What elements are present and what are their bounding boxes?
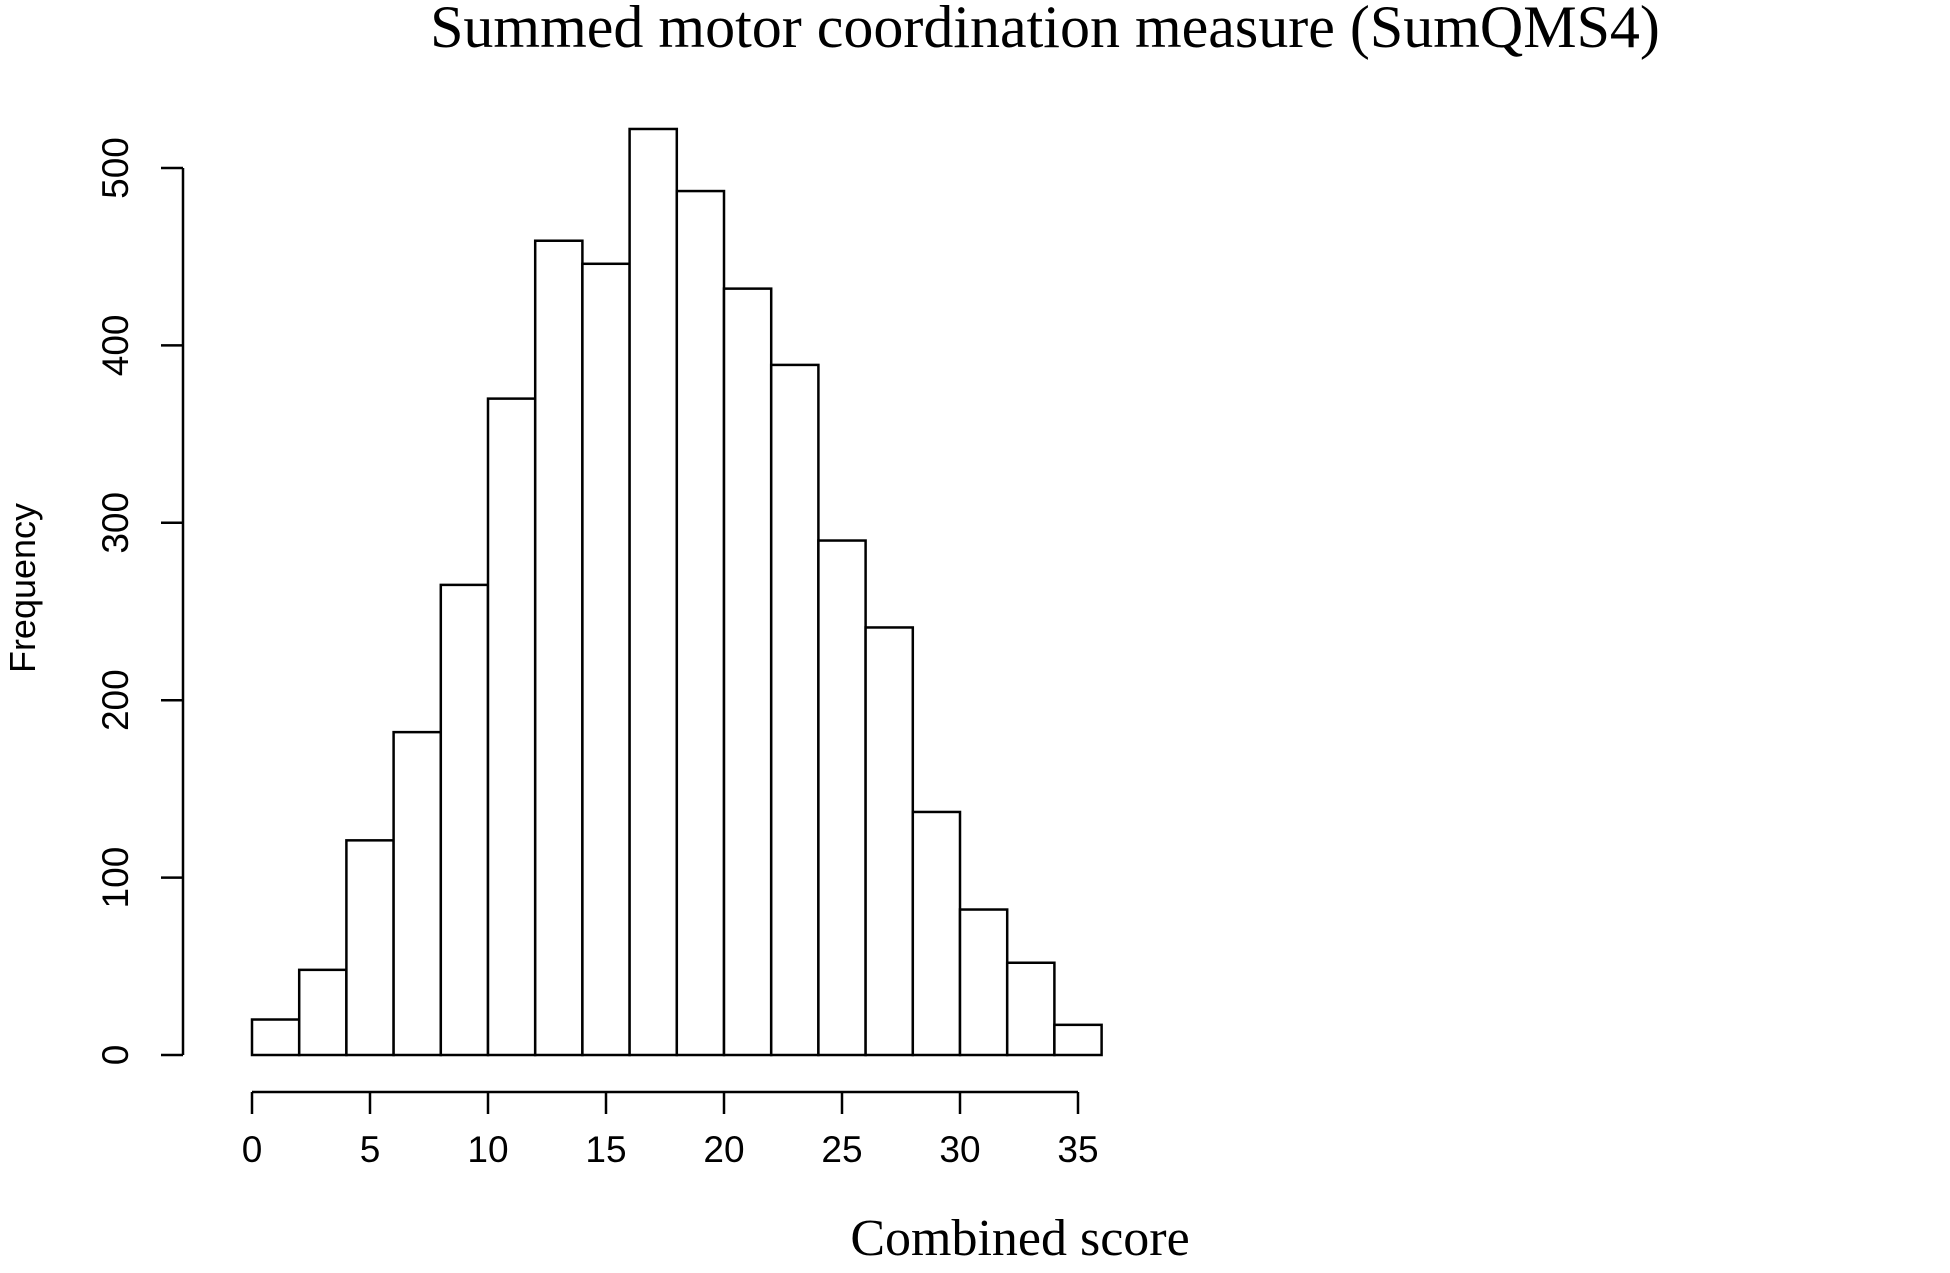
histogram-bar [392, 730, 443, 1057]
y-axis: 0 100 200 300 400 500 [95, 137, 185, 1066]
histogram-bar [769, 363, 820, 1057]
x-axis-label: Combined score [850, 1210, 1189, 1267]
x-tick-label: 35 [1057, 1129, 1098, 1170]
histogram-bar [958, 908, 1009, 1057]
histogram-bar [722, 287, 773, 1057]
chart-title: Summed motor coordination measure (SumQM… [430, 0, 1660, 60]
y-tick-label: 200 [95, 669, 136, 731]
x-tick-label: 20 [703, 1129, 744, 1170]
histogram-bar [628, 127, 679, 1057]
y-tick-label: 100 [95, 847, 136, 909]
x-tick-label: 5 [360, 1129, 381, 1170]
histogram-bar [817, 539, 867, 1057]
histogram-bar [581, 262, 631, 1057]
y-tick-label: 400 [95, 315, 136, 377]
histogram-bar [1005, 961, 1056, 1057]
y-tick-label: 300 [95, 492, 136, 554]
x-tick-label: 30 [939, 1129, 980, 1170]
histogram-bar [297, 968, 348, 1057]
y-tick-label: 500 [95, 137, 136, 199]
histogram-bar [345, 839, 395, 1057]
histogram-bar [250, 1018, 301, 1057]
x-axis: 0 5 10 15 20 25 30 35 [242, 1090, 1099, 1170]
histogram-bar [439, 583, 490, 1057]
x-tick-label: 10 [467, 1129, 508, 1170]
y-tick-label: 0 [95, 1045, 136, 1066]
histogram-bar [486, 397, 537, 1057]
y-axis-label: Frequency [2, 503, 43, 673]
histogram-bar [533, 239, 584, 1057]
histogram-bar [675, 189, 726, 1057]
x-tick-label: 0 [242, 1129, 263, 1170]
x-tick-label: 25 [821, 1129, 862, 1170]
histogram-bar [864, 626, 915, 1057]
bars-group [250, 127, 1103, 1057]
x-tick-label: 15 [585, 1129, 626, 1170]
histogram-bar [911, 810, 962, 1057]
histogram-bar [1053, 1023, 1103, 1057]
